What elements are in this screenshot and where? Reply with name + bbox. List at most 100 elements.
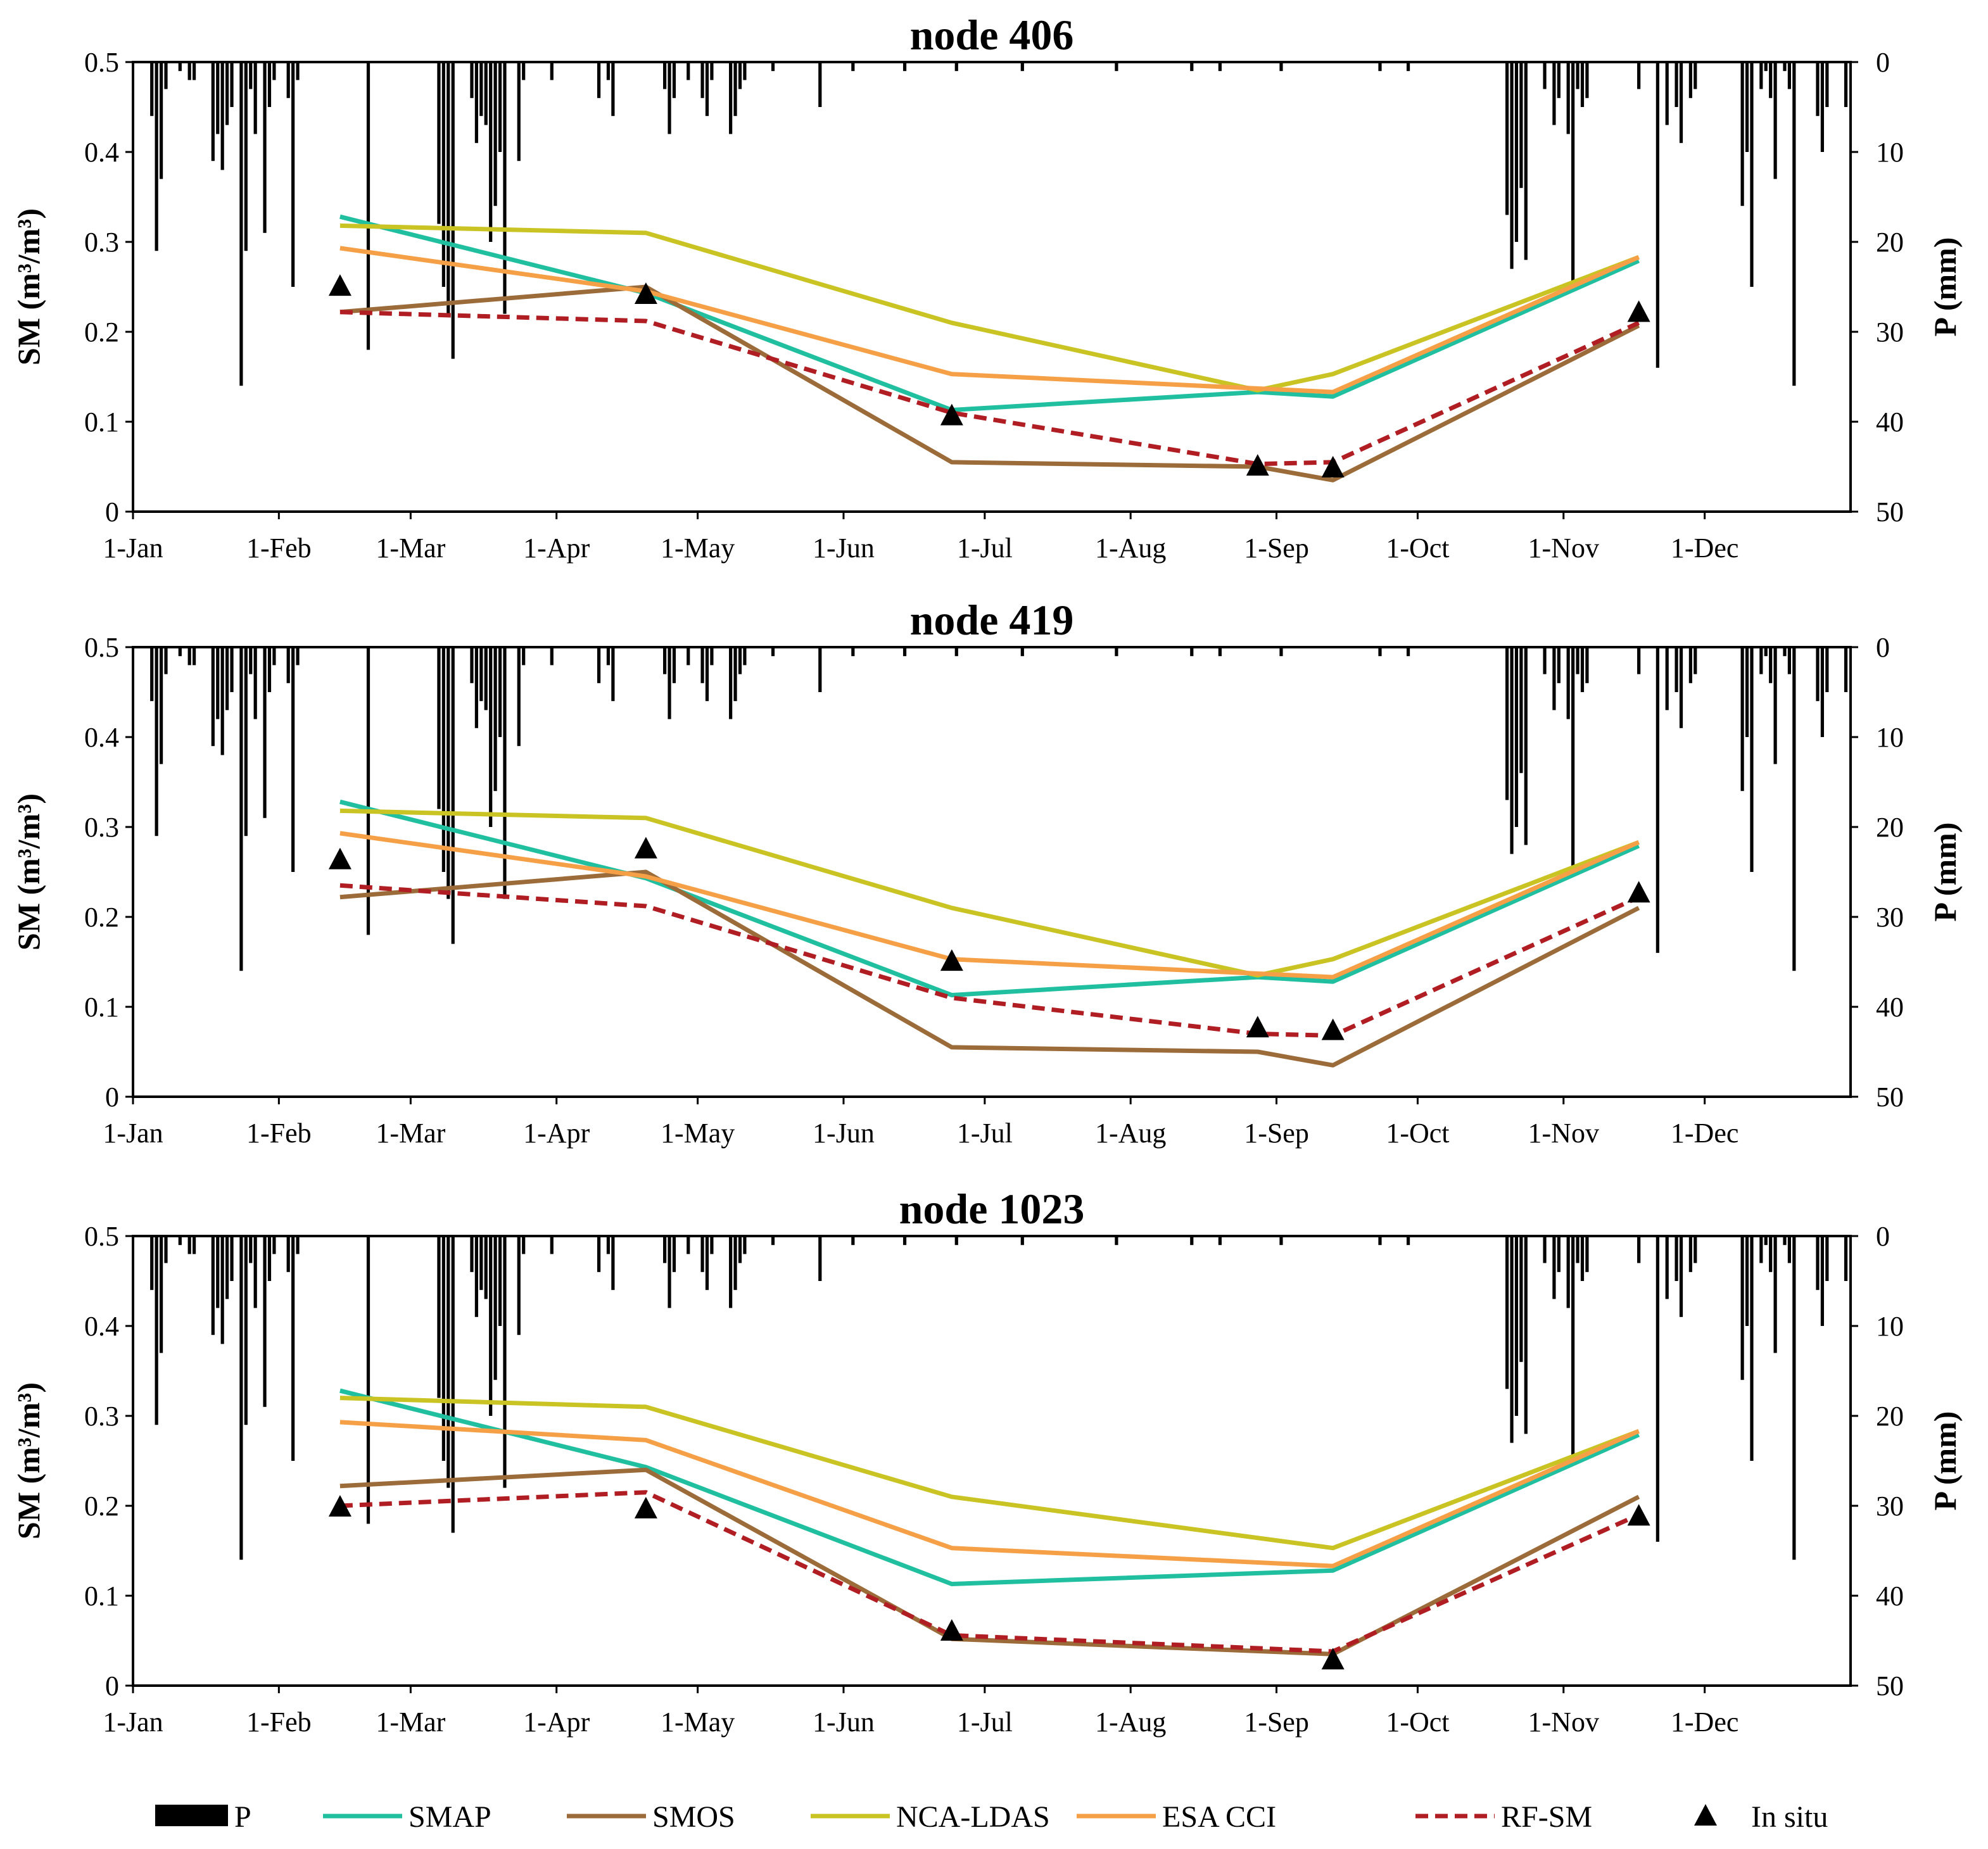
precip-bar <box>164 647 168 674</box>
x-tick-label: 1-Sep <box>1244 533 1309 564</box>
precip-bar <box>296 1236 300 1254</box>
y-tick-label: 0 <box>105 1670 119 1701</box>
y2-tick-label: 30 <box>1876 317 1904 348</box>
precip-bar <box>474 647 478 728</box>
precip-bar <box>178 62 182 72</box>
precip-bar <box>296 647 300 666</box>
precip-bar <box>1571 1236 1575 1461</box>
x-tick-label: 1-Sep <box>1244 1707 1309 1738</box>
y2-tick-label: 40 <box>1876 1581 1904 1612</box>
series-line-esa-cci <box>339 831 1640 980</box>
legend-item-p: P <box>155 1800 251 1834</box>
precip-bar <box>1656 62 1659 368</box>
precip-bar <box>1378 62 1382 72</box>
insitu-marker <box>634 836 657 859</box>
precip-bar <box>267 62 272 107</box>
x-tick-label: 1-Nov <box>1528 1118 1599 1149</box>
precip-bar <box>902 1236 907 1246</box>
precip-bar <box>729 62 733 134</box>
precip-bar <box>272 62 276 80</box>
precip-bar <box>451 62 455 359</box>
precip-bar <box>286 1236 290 1272</box>
y-tick-label: 0.4 <box>84 722 119 753</box>
precip-bar <box>902 62 907 72</box>
x-tick-label: 1-Feb <box>246 1707 312 1738</box>
precip-bar <box>1745 1236 1749 1326</box>
precip-bar <box>1825 62 1829 107</box>
precip-bar <box>1675 647 1678 692</box>
legend-label: P <box>234 1800 251 1834</box>
precip-bar <box>366 62 370 350</box>
precip-bar <box>1115 647 1118 657</box>
precip-bar <box>1764 62 1768 72</box>
precip-bar <box>517 1236 521 1335</box>
precip-bar <box>1816 62 1820 117</box>
precip-bars <box>150 1236 1848 1560</box>
precip-bar <box>902 647 907 657</box>
y2-tick-label: 20 <box>1876 227 1904 258</box>
insitu-marker <box>1627 1504 1650 1526</box>
precip-bar <box>446 62 450 314</box>
precip-bar <box>1552 1236 1556 1299</box>
insitu-marker <box>1627 300 1650 322</box>
legend-label: NCA-LDAS <box>896 1800 1050 1834</box>
y2-tick-label: 0 <box>1876 1221 1890 1252</box>
precip-bar <box>150 1236 154 1291</box>
precip-bar <box>1510 647 1514 854</box>
x-tick-label: 1-May <box>661 1118 735 1149</box>
precip-bar <box>1519 62 1523 188</box>
precip-bar <box>611 647 615 702</box>
precip-bar <box>700 62 704 98</box>
y2-tick-label: 40 <box>1876 407 1904 438</box>
series-line-rf-sm <box>339 310 1640 467</box>
insitu-marker <box>1321 456 1345 477</box>
precip-bar <box>1750 62 1754 287</box>
precip-bar <box>489 1236 493 1416</box>
precip-bar <box>216 1236 220 1308</box>
precip-bar <box>1190 62 1194 72</box>
precip-bar <box>1675 62 1678 107</box>
precip-bar <box>239 62 243 386</box>
x-tick-label: 1-Jul <box>957 1118 1013 1149</box>
precip-bar <box>1787 62 1792 89</box>
precip-bar <box>1514 1236 1519 1416</box>
x-tick-label: 1-May <box>661 1707 735 1738</box>
series-line-smos <box>339 869 1640 1068</box>
precip-bar <box>550 647 554 666</box>
precip-bar <box>1279 1236 1283 1246</box>
precip-bar <box>606 62 611 80</box>
precip-bar <box>1773 1236 1777 1353</box>
precip-bar <box>1740 62 1744 206</box>
precip-bar <box>230 647 234 692</box>
precip-bar <box>851 62 855 72</box>
x-tick-label: 1-Nov <box>1528 533 1599 564</box>
precip-bar <box>954 62 958 72</box>
x-tick-label: 1-Apr <box>523 533 590 564</box>
precip-bar <box>710 647 714 666</box>
precip-bar <box>479 1236 483 1291</box>
precip-bar <box>1576 647 1580 674</box>
precip-bar <box>1820 62 1825 152</box>
precip-bar <box>1115 62 1118 72</box>
series-line-smap <box>339 214 1640 412</box>
precip-bar <box>597 647 601 683</box>
precip-bar <box>1580 1236 1585 1281</box>
precip-bar <box>1279 647 1283 657</box>
insitu-marker <box>328 274 351 296</box>
precip-bars <box>150 647 1848 971</box>
precip-bar <box>220 1236 224 1344</box>
x-tick-label: 1-Aug <box>1095 1118 1166 1149</box>
precip-bar <box>1571 647 1575 872</box>
precip-bar <box>733 1236 737 1291</box>
precip-bar <box>1524 62 1528 260</box>
x-tick-label: 1-Jul <box>957 1707 1013 1738</box>
y-tick-label: 0.5 <box>84 47 119 78</box>
precip-bar <box>1543 1236 1547 1263</box>
precip-bar <box>1505 62 1509 215</box>
x-tick-label: 1-Apr <box>523 1707 590 1738</box>
precip-bar <box>286 62 290 98</box>
x-tick-label: 1-Jan <box>103 1707 163 1738</box>
y-tick-label: 0.2 <box>84 317 119 348</box>
x-tick-label: 1-Dec <box>1671 1707 1739 1738</box>
y2-tick-label: 10 <box>1876 137 1904 168</box>
